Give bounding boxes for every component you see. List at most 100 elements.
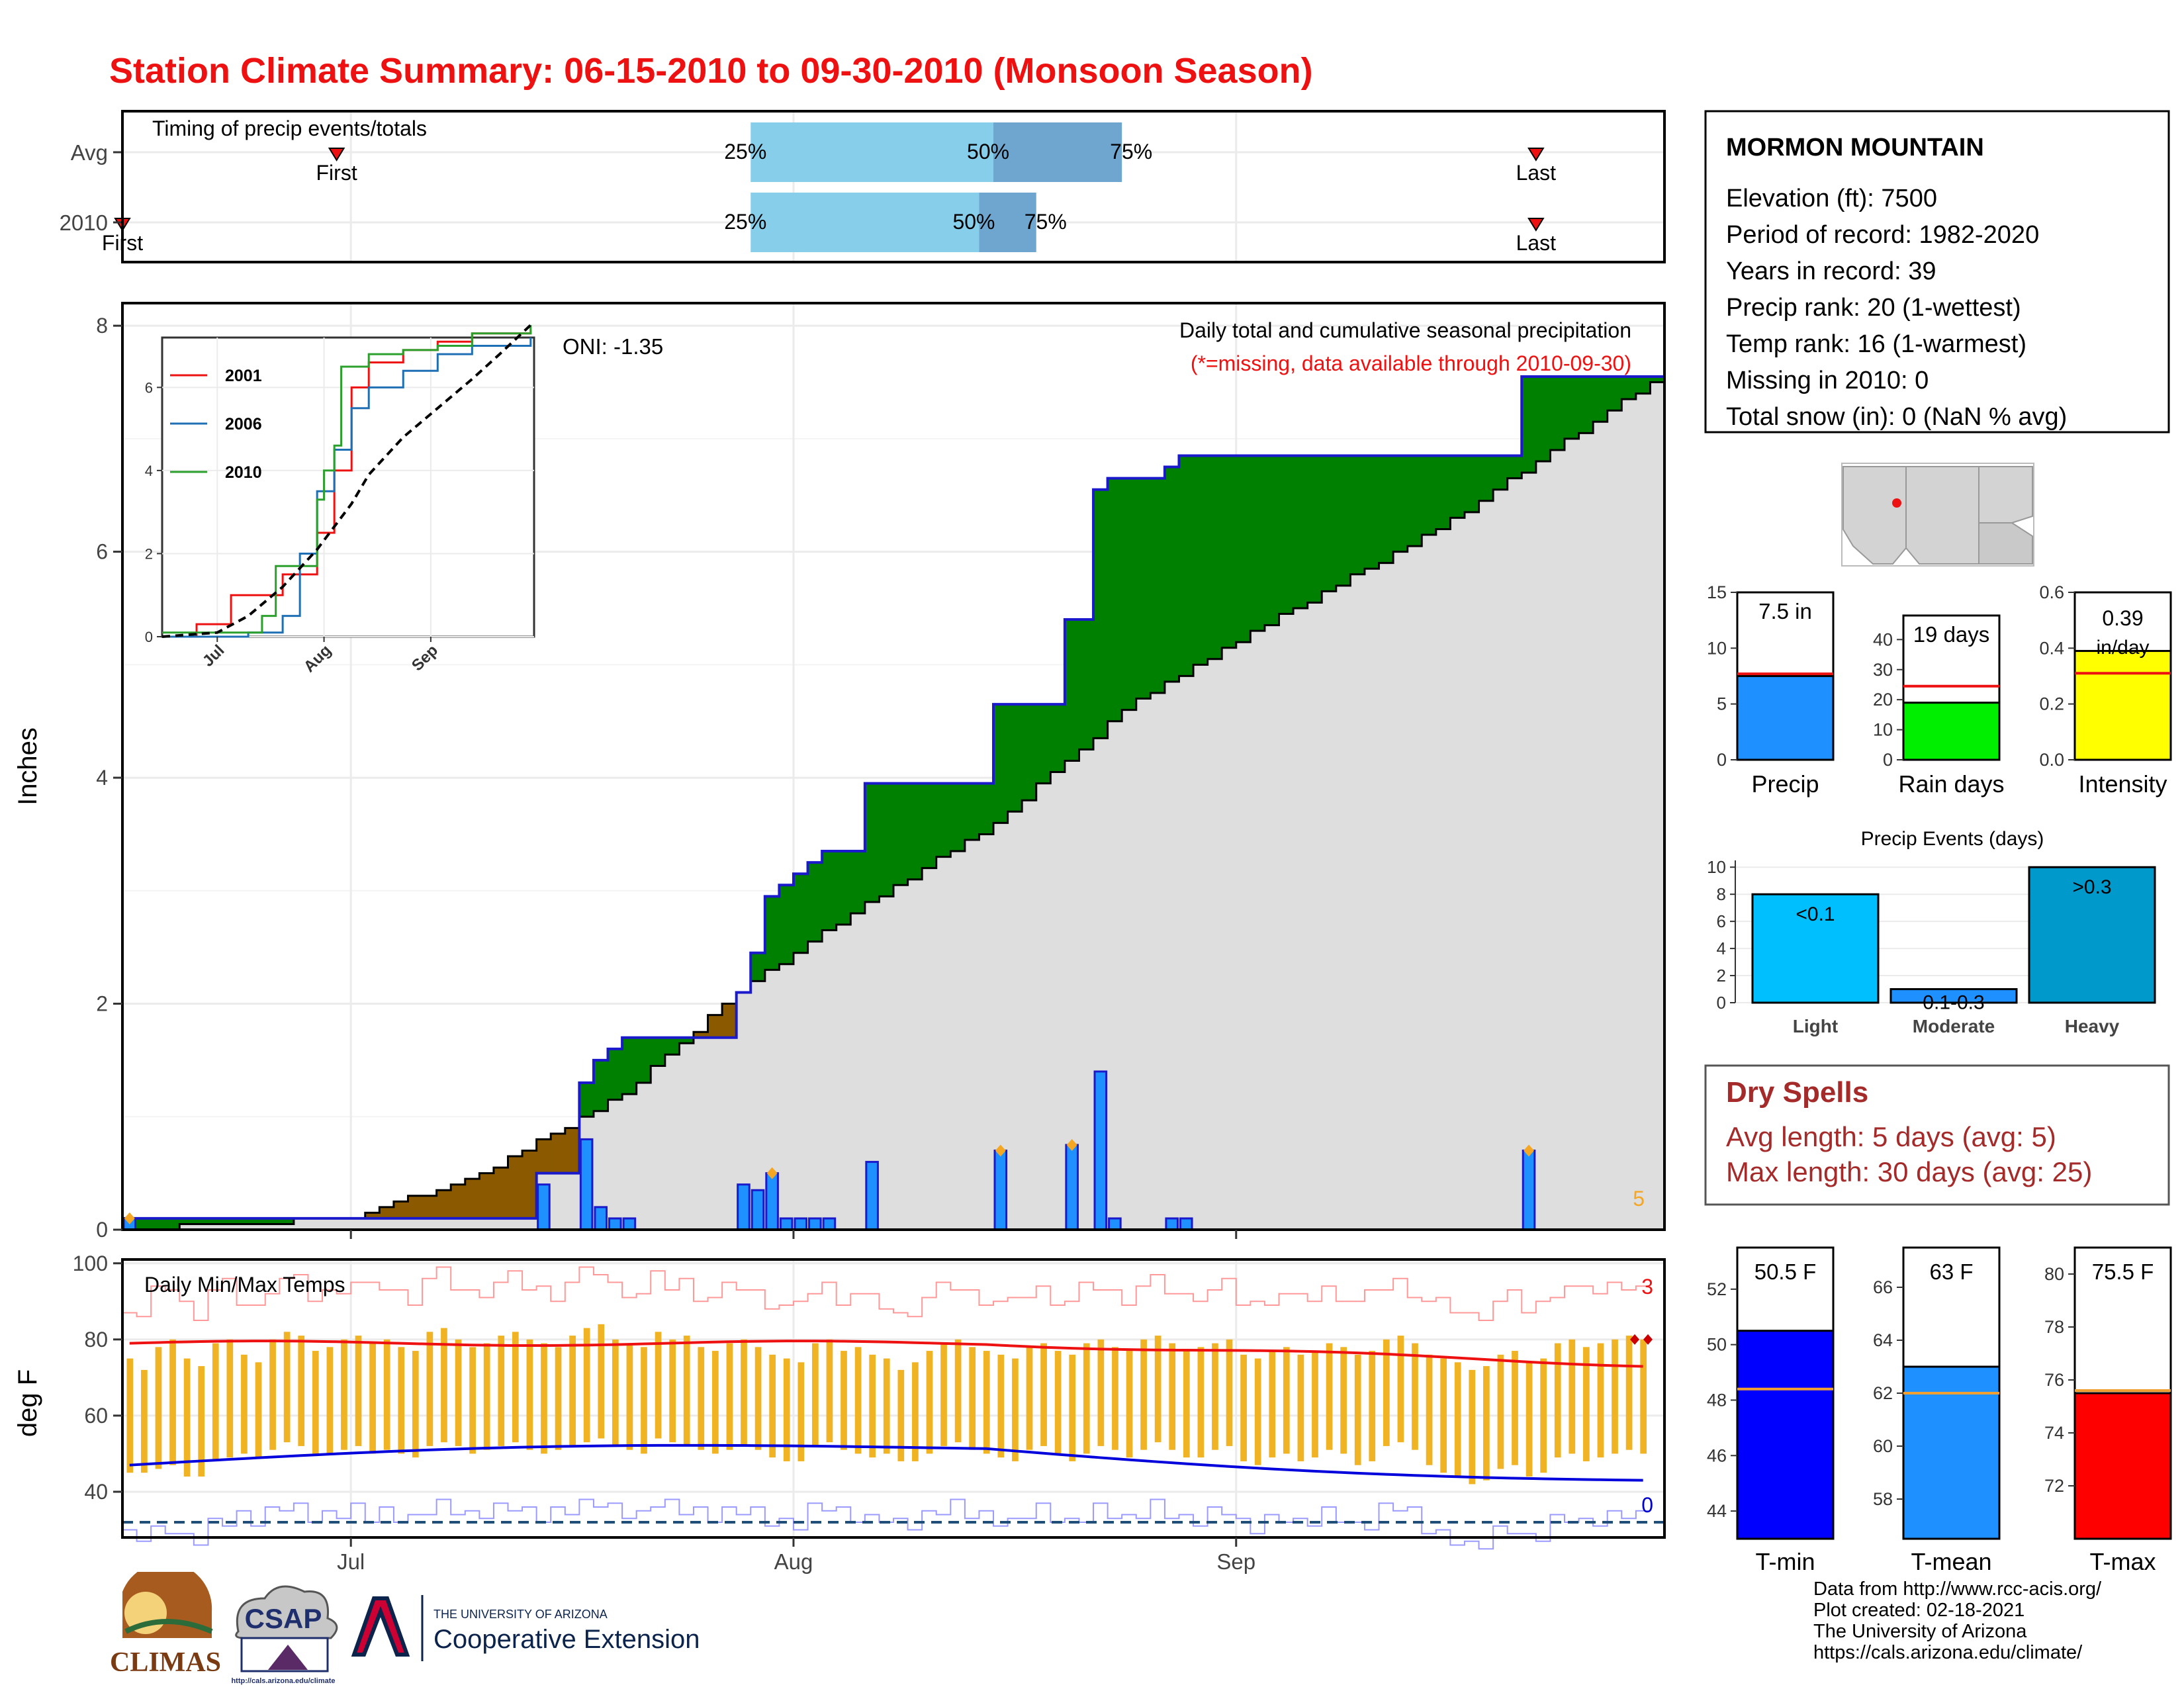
daily-precip-bar [1108,1217,1122,1231]
daily-precip-bar [794,1217,808,1231]
daily-temp-range-bar [1054,1351,1062,1454]
below-average-area [451,1184,466,1218]
daily-temp-range-bar [1283,1347,1290,1454]
inset-series-2010 [162,325,532,634]
daily-temp-range-bar [183,1358,191,1477]
daily-temp-range-bar [283,1332,291,1443]
daily-temp-range-bar [883,1358,890,1454]
stat-bar-Precip [1736,675,1835,761]
above-average-area [950,783,966,852]
above-average-area [1364,455,1380,569]
daily-temp-range-bar [1240,1354,1247,1461]
temp-y-tick-label: 80 [84,1328,108,1351]
above-average-area [1207,455,1222,659]
above-average-area [964,783,980,840]
daily-temp-range-bar [455,1339,462,1446]
daily-temp-range-bar [626,1343,633,1450]
above-average-area [1136,478,1151,699]
inset-y-tick-label: 4 [145,463,153,479]
above-average-area [1493,455,1508,490]
daily-precip-bar [1179,1217,1193,1231]
temp-stat-bar-T-min [1736,1330,1835,1540]
daily-precip-bar [822,1217,837,1231]
events-bar-label: 0.1-0.3 [1923,992,1984,1014]
heavy-event-marker [1066,1138,1077,1151]
daily-temp-range-bar [1212,1343,1218,1450]
inset-y-tick-label: 2 [145,545,153,562]
ua-university-name: THE UNIVERSITY OF ARIZONA [433,1608,608,1621]
daily-temp-range-bar [1469,1369,1476,1485]
below-average-area [707,1015,723,1038]
daily-precip-bar [993,1149,1008,1231]
daily-temp-range-bar [769,1354,776,1458]
daily-temp-range-bar [869,1354,876,1458]
daily-temp-range-bar [298,1336,305,1446]
record-high-marker [1643,1334,1653,1345]
footer-data-source: Data from http://www.rcc-acis.org/ [1813,1578,2102,1600]
daily-temp-range-bar [669,1339,676,1443]
climas-field-icon [124,1619,213,1634]
dry-spells-avg-length: Avg length: 5 days (avg: 5) [1726,1121,2056,1152]
above-average-area [208,1218,223,1224]
daily-temp-range-bar [712,1351,719,1454]
daily-temp-range-bar [1512,1351,1518,1465]
heavy-event-marker [766,1167,778,1179]
daily-temp-range-bar [797,1362,805,1461]
events-bar-Moderate [1889,988,2018,1004]
events-y-tick-label: 10 [1707,857,1726,877]
daily-temp-range-bar [169,1339,176,1465]
above-average-area [265,1218,280,1224]
station-info-line: Total snow (in): 0 (NaN % avg) [1726,403,2067,431]
daily-precip-bar [865,1161,879,1231]
events-bar-label: <0.1 [1796,903,1835,925]
daily-temp-range-bar [1483,1366,1490,1481]
above-average-area [907,783,923,880]
temp-stat-y-tick-label: 78 [2044,1317,2064,1337]
inset-average-line [161,324,532,638]
daily-temp-range-bar [541,1343,547,1454]
above-average-area [136,1218,152,1230]
daily-temp-range-bar [1440,1358,1447,1473]
daily-temp-range-bar [1426,1354,1433,1465]
daily-temp-range-bar [1197,1347,1205,1458]
daily-temp-range-bar [954,1339,962,1443]
daily-temp-range-bar [741,1339,747,1446]
timing-last-marker [1527,218,1545,232]
daily-temp-range-bar [341,1339,347,1450]
above-average-area [1064,619,1080,761]
temp-x-tick-label: Sep [1216,1549,1255,1574]
daily-temp-range-bar [1183,1351,1190,1458]
heavy-event-marker [995,1144,1006,1157]
daily-temp-range-bar [783,1358,790,1461]
daily-temp-range-bar [1154,1336,1161,1443]
stat-y-tick-label: 20 [1873,690,1893,709]
average-cumulative-line [122,381,1664,1231]
above-average-area [1422,455,1437,535]
texas-panhandle-shape [1978,466,2033,524]
daily-temp-range-bar [441,1328,447,1443]
daily-temp-range-bar [212,1343,219,1461]
station-info-line: Temp rank: 16 (1-warmest) [1726,330,2026,358]
events-y-tick-label: 4 [1717,938,1726,958]
daily-precip-bar [1093,1070,1108,1231]
above-average-area [807,862,823,942]
heavy-event-marker [1524,1144,1535,1157]
timing-row-label: 2010 [60,210,108,235]
daily-temp-range-bar [1354,1354,1361,1465]
daily-temp-range-bar [726,1343,733,1450]
above-average-area [1464,455,1480,512]
ua-cooperative-extension: Cooperative Extension [433,1625,700,1654]
above-average-area [193,1218,209,1224]
main-panel-frame [121,302,1666,1231]
above-average-area [779,885,794,964]
daily-temp-range-bar [198,1366,205,1477]
temp-stat-y-tick-label: 52 [1707,1279,1727,1299]
daily-temp-range-bar [369,1343,376,1454]
footer-plot-created: Plot created: 02-18-2021 [1813,1600,2025,1621]
above-average-area [1279,455,1294,614]
above-average-area [1550,376,1565,450]
events-bar-Light [1751,893,1880,1004]
above-average-area [1150,478,1165,694]
daily-temp-range-bar [1554,1343,1561,1458]
